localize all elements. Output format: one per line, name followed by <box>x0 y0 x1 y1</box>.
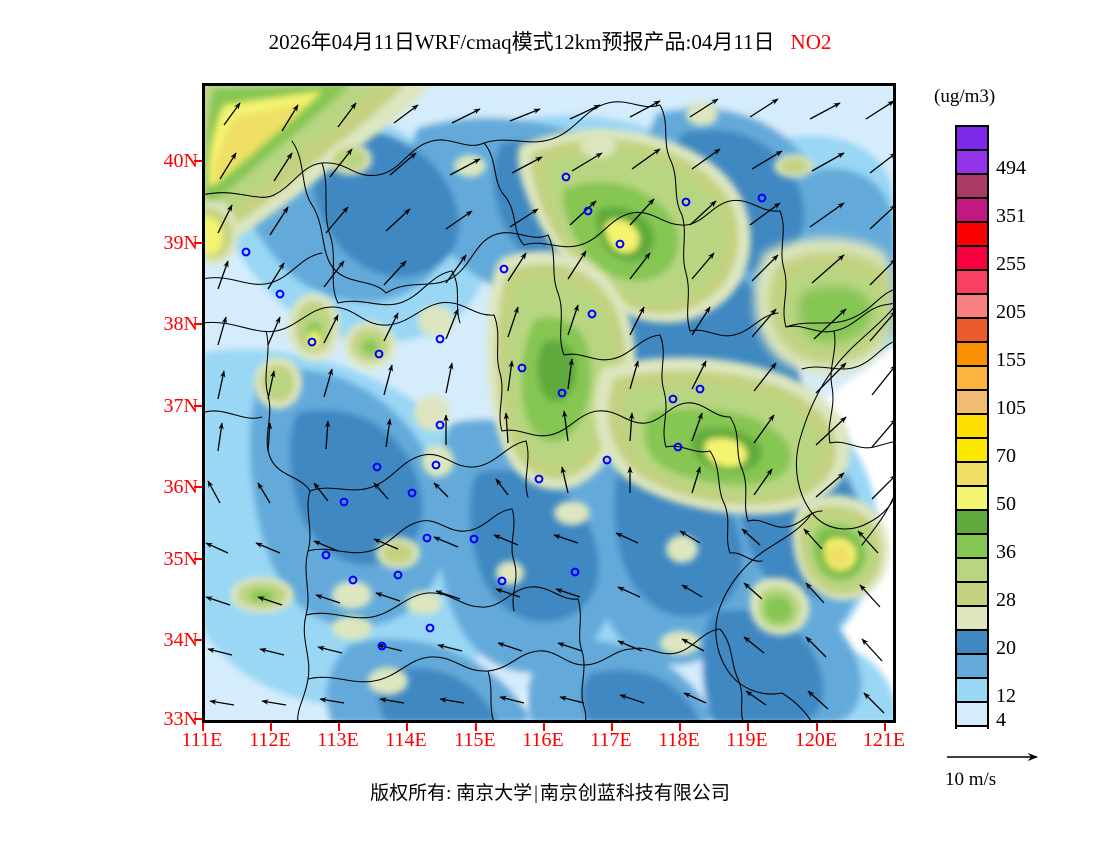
footer-text-2: 南京创蓝科技有限公司 <box>539 783 730 804</box>
no2-contour-map[interactable] <box>202 83 896 723</box>
cb-label-50: 50 <box>996 493 1016 515</box>
cb-band-5 <box>957 247 987 271</box>
lat-tick-40N <box>194 160 202 162</box>
cb-band-17 <box>957 535 987 559</box>
cb-band-10 <box>957 367 987 391</box>
lat-label-35N: 35N <box>163 548 198 570</box>
wind-arrow-icon <box>947 752 1039 762</box>
cb-label-155: 155 <box>996 349 1026 371</box>
lon-label-115E: 115E <box>454 729 496 751</box>
cb-band-1 <box>957 151 987 175</box>
cb-band-6 <box>957 271 987 295</box>
cb-label-255: 255 <box>996 253 1026 275</box>
cb-label-4: 4 <box>996 709 1006 731</box>
colorbar-tick-labels: 494 351 255 205 155 105 70 50 36 28 20 1… <box>996 125 1076 731</box>
footer-text-1: 版权所有: 南京大学 <box>370 783 533 804</box>
cb-band-24 <box>957 703 987 727</box>
cb-label-12: 12 <box>996 685 1016 707</box>
lon-label-117E: 117E <box>590 729 632 751</box>
cb-band-13 <box>957 439 987 463</box>
lat-label-40N: 40N <box>163 150 198 172</box>
cb-band-11 <box>957 391 987 415</box>
lon-tick-115E <box>475 723 477 731</box>
title-text: 2026年04月11日WRF/cmaq模式12km预报产品:04月11日 <box>268 30 775 54</box>
lon-label-112E: 112E <box>249 729 291 751</box>
cb-band-9 <box>957 343 987 367</box>
cb-label-70: 70 <box>996 445 1016 467</box>
wind-key-label: 10 m/s <box>945 769 997 790</box>
cb-band-3 <box>957 199 987 223</box>
lat-label-34N: 34N <box>163 629 198 651</box>
cb-band-18 <box>957 559 987 583</box>
cb-band-7 <box>957 295 987 319</box>
lon-tick-118E <box>679 723 681 731</box>
lat-label-38N: 38N <box>163 313 198 335</box>
lat-tick-38N <box>194 323 202 325</box>
footer-separator: | <box>534 783 538 804</box>
cb-band-4 <box>957 223 987 247</box>
colorbar-unit-label: (ug/m3) <box>934 86 996 107</box>
cb-band-0 <box>957 127 987 151</box>
lon-label-119E: 119E <box>726 729 768 751</box>
cb-label-494: 494 <box>996 157 1026 179</box>
chart-title: 2026年04月11日WRF/cmaq模式12km预报产品:04月11日 NO2 <box>0 26 1100 56</box>
cb-label-20: 20 <box>996 637 1016 659</box>
lat-tick-35N <box>194 558 202 560</box>
lon-tick-119E <box>747 723 749 731</box>
lon-label-111E: 111E <box>181 729 223 751</box>
lon-label-113E: 113E <box>317 729 359 751</box>
map-plot[interactable] <box>202 83 896 723</box>
cb-band-22 <box>957 655 987 679</box>
cb-band-12 <box>957 415 987 439</box>
lat-tick-34N <box>194 639 202 641</box>
lat-tick-37N <box>194 405 202 407</box>
cb-band-8 <box>957 319 987 343</box>
cb-band-23 <box>957 679 987 703</box>
lon-label-120E: 120E <box>794 729 838 751</box>
cb-band-21 <box>957 631 987 655</box>
lon-label-118E: 118E <box>658 729 700 751</box>
lon-label-116E: 116E <box>522 729 564 751</box>
lat-label-37N: 37N <box>163 395 198 417</box>
colorbar <box>955 125 989 751</box>
copyright-footer: 版权所有: 南京大学 | 南京创蓝科技有限公司 <box>0 778 1100 805</box>
lat-label-33N: 33N <box>163 708 198 730</box>
lat-label-39N: 39N <box>163 232 198 254</box>
lon-label-121E: 121E <box>862 729 906 751</box>
lon-label-114E: 114E <box>385 729 427 751</box>
lat-tick-39N <box>194 242 202 244</box>
cb-band-19 <box>957 583 987 607</box>
lon-tick-120E <box>816 723 818 731</box>
lon-tick-121E <box>884 723 886 731</box>
lat-label-36N: 36N <box>163 476 198 498</box>
lon-tick-117E <box>611 723 613 731</box>
lat-tick-33N <box>194 718 202 720</box>
cb-band-15 <box>957 487 987 511</box>
cb-label-205: 205 <box>996 301 1026 323</box>
cb-label-351: 351 <box>996 205 1026 227</box>
cb-band-25 <box>957 727 987 751</box>
cb-band-14 <box>957 463 987 487</box>
lon-tick-113E <box>338 723 340 731</box>
cb-band-16 <box>957 511 987 535</box>
wind-vector-key: 10 m/s <box>945 746 1085 791</box>
cb-band-2 <box>957 175 987 199</box>
lon-tick-114E <box>406 723 408 731</box>
lon-tick-116E <box>543 723 545 731</box>
lat-tick-36N <box>194 486 202 488</box>
cb-label-36: 36 <box>996 541 1016 563</box>
title-species: NO2 <box>790 30 832 54</box>
cb-label-105: 105 <box>996 397 1026 419</box>
cb-band-20 <box>957 607 987 631</box>
lon-tick-112E <box>270 723 272 731</box>
lon-tick-111E <box>202 723 204 731</box>
cb-label-28: 28 <box>996 589 1016 611</box>
